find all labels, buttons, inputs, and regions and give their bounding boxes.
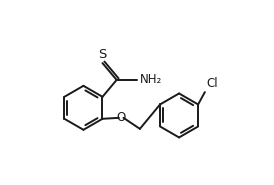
Text: NH₂: NH₂ <box>139 73 162 86</box>
Text: S: S <box>98 48 107 61</box>
Text: Cl: Cl <box>207 77 218 90</box>
Text: O: O <box>116 111 126 124</box>
